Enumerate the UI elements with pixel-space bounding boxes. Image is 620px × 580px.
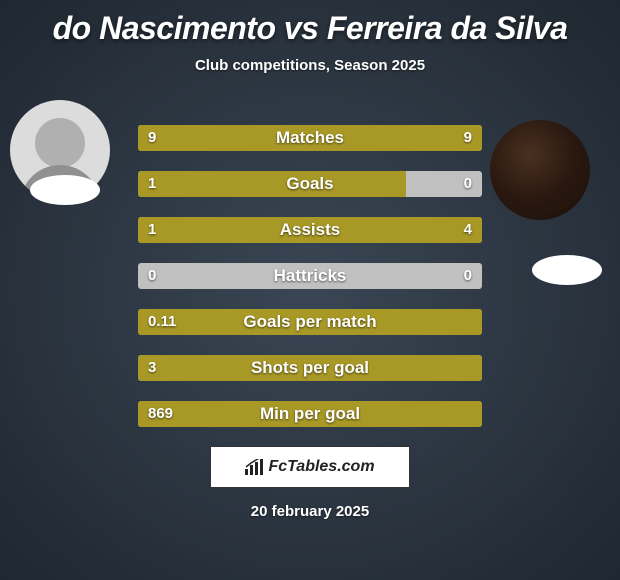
page-title: do Nascimento vs Ferreira da Silva <box>0 0 620 47</box>
comparison-row: Goals1 0 <box>138 171 482 197</box>
bar-left-value: 1 <box>148 217 156 243</box>
bar-stat-label: Min per goal <box>138 401 482 427</box>
bar-right-value: 0 <box>464 171 472 197</box>
bar-right-value: 9 <box>464 125 472 151</box>
bar-left-value: 0 <box>148 263 156 289</box>
date-label: 20 february 2025 <box>0 503 620 520</box>
chart-icon <box>245 459 263 475</box>
bar-left-value: 1 <box>148 171 156 197</box>
bar-stat-label: Hattricks <box>138 263 482 289</box>
player-right-avatar <box>490 120 590 220</box>
bar-right-value: 0 <box>464 263 472 289</box>
comparison-row: Goals per match0.11 <box>138 309 482 335</box>
watermark: FcTables.com <box>210 446 410 488</box>
page-subtitle: Club competitions, Season 2025 <box>0 57 620 74</box>
comparison-row: Matches9 9 <box>138 125 482 151</box>
bar-stat-label: Matches <box>138 125 482 151</box>
bar-left-value: 0.11 <box>148 309 176 335</box>
team-right-logo <box>532 255 602 285</box>
bar-stat-label: Goals <box>138 171 482 197</box>
comparison-row: Shots per goal3 <box>138 355 482 381</box>
comparison-chart: Matches99Goals10Assists14Hattricks00Goal… <box>138 125 482 447</box>
bar-stat-label: Goals per match <box>138 309 482 335</box>
bar-left-value: 3 <box>148 355 156 381</box>
bar-right-value: 4 <box>464 217 472 243</box>
watermark-text: FcTables.com <box>268 458 374 476</box>
bar-left-value: 869 <box>148 401 173 427</box>
bar-stat-label: Shots per goal <box>138 355 482 381</box>
team-left-logo <box>30 175 100 205</box>
comparison-row: Assists1 4 <box>138 217 482 243</box>
comparison-row: Hattricks0 0 <box>138 263 482 289</box>
comparison-row: Min per goal869 <box>138 401 482 427</box>
bar-stat-label: Assists <box>138 217 482 243</box>
bar-left-value: 9 <box>148 125 156 151</box>
